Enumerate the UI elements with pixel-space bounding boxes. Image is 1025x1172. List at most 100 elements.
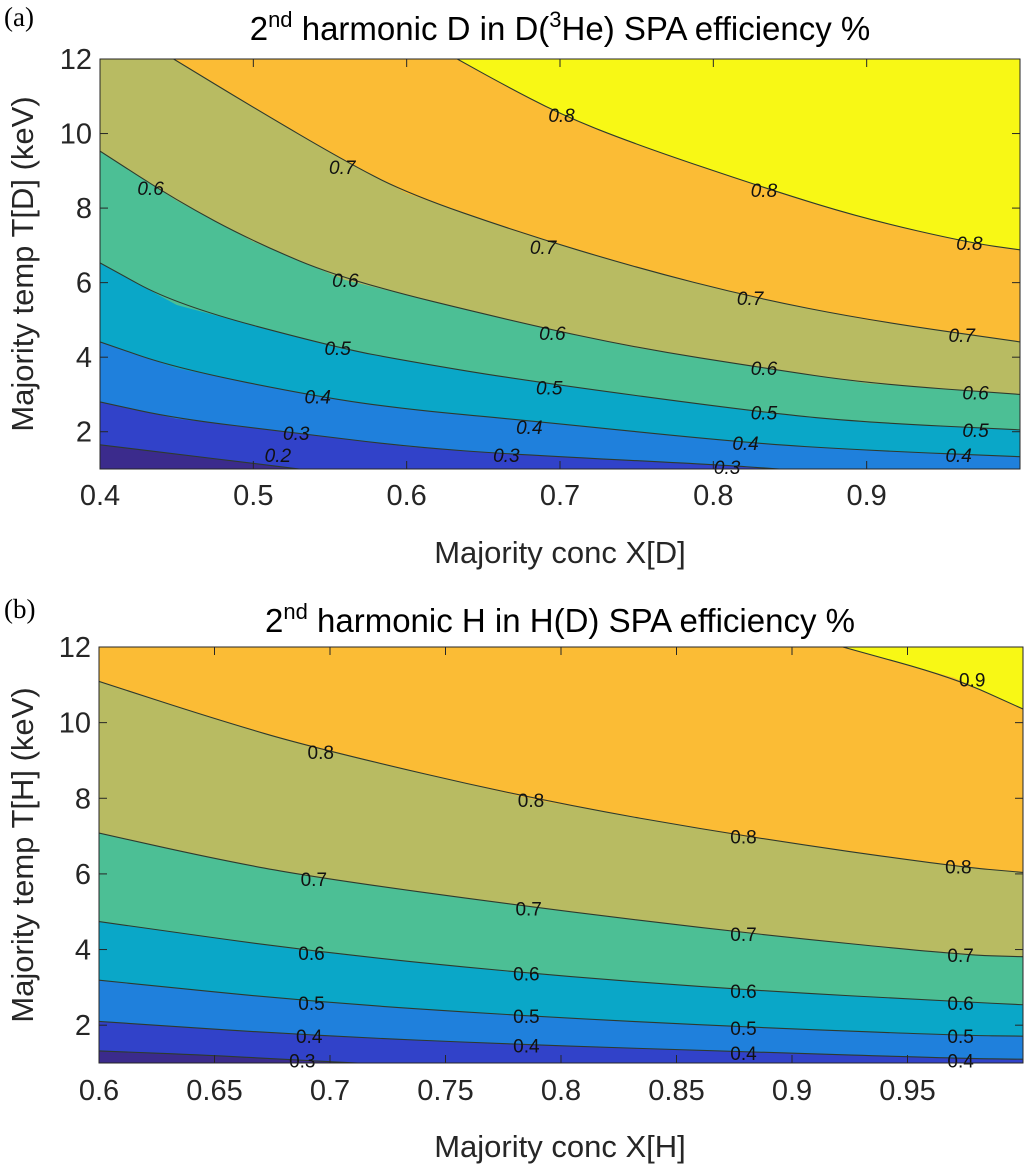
title-segment: He) SPA efficiency %: [562, 10, 871, 47]
contour-label: 0.7: [949, 326, 977, 347]
contour-band-0.9: [842, 647, 1023, 709]
contour-line-0.6: [100, 150, 1020, 396]
contour-line-0.7: [99, 832, 1023, 958]
contour-line-0.9: [842, 647, 1023, 710]
contour-label: 0.8: [945, 857, 971, 878]
contour-label: 0.7: [730, 925, 756, 946]
contour-label: 0.7: [301, 870, 327, 891]
contour-label: 0.7: [530, 238, 558, 259]
panel-a-letter: (a): [4, 2, 34, 32]
contour-label: 0.4: [732, 434, 758, 455]
contour-label: 0.3: [283, 424, 310, 445]
y-tick-label: 4: [76, 342, 92, 374]
x-tick-label: 0.7: [310, 1075, 350, 1107]
contour-line-0.4: [99, 1020, 1023, 1060]
panel-a-title: 2nd harmonic D in D(3He) SPA efficiency …: [250, 7, 871, 47]
contour-label: 0.7: [737, 289, 765, 310]
contour-line-0.5: [99, 979, 1023, 1037]
panel-b-letter: (b): [4, 594, 35, 624]
contour-label: 0.9: [959, 671, 985, 692]
x-tick-label: 0.9: [772, 1075, 812, 1107]
contour-line-0.3: [100, 401, 780, 469]
y-tick-label: 12: [60, 44, 92, 76]
contour-label: 0.5: [298, 994, 324, 1015]
panel-a-contour-plot: (a) 2nd harmonic D in D(3He) SPA efficie…: [4, 2, 1021, 570]
x-tick-label: 0.65: [186, 1075, 242, 1107]
contour-label: 0.8: [518, 791, 544, 812]
title-segment: harmonic H in H(D) SPA efficiency %: [308, 602, 855, 639]
contour-label: 0.5: [513, 1007, 539, 1028]
y-tick-label: 10: [59, 708, 91, 740]
x-tick-label: 0.75: [417, 1075, 473, 1107]
contour-label: 0.8: [308, 743, 334, 764]
contour-label: 0.7: [329, 158, 357, 179]
contour-label: 0.6: [751, 359, 778, 380]
contour-label: 0.5: [962, 421, 989, 442]
title-superscript: nd: [268, 7, 292, 32]
title-segment: 2: [250, 10, 268, 47]
y-tick-label: 2: [75, 1010, 91, 1042]
x-tick-label: 0.85: [648, 1075, 704, 1107]
y-tick-label: 10: [60, 119, 92, 151]
contour-label: 0.6: [332, 271, 359, 292]
plot-area: [99, 647, 1023, 1063]
contour-label: 0.6: [947, 994, 973, 1015]
panel-a-ylabel: Majority temp T[D] (keV): [5, 96, 40, 431]
contour-label: 0.8: [548, 106, 575, 127]
x-tick-label: 0.6: [79, 1075, 119, 1107]
contour-label: 0.2: [265, 446, 292, 467]
contour-band-0.8: [457, 59, 1020, 250]
title-segment: harmonic D in D(: [293, 10, 550, 47]
title-segment: 2: [265, 602, 283, 639]
contour-label: 0.4: [305, 388, 331, 409]
contour-line-0.3: [99, 1050, 358, 1063]
x-tick-label: 0.8: [541, 1075, 581, 1107]
contour-label: 0.6: [962, 384, 989, 405]
contour-label: 0.4: [296, 1027, 323, 1048]
x-tick-label: 0.5: [233, 480, 273, 512]
contour-label: 0.8: [956, 234, 983, 255]
x-tick-label: 0.95: [879, 1075, 935, 1107]
contour-line-0.7: [173, 59, 1020, 343]
panel-b-title: 2nd harmonic H in H(D) SPA efficiency %: [265, 599, 855, 639]
contour-label: 0.4: [513, 1037, 540, 1058]
x-tick-label: 0.7: [540, 480, 580, 512]
y-tick-label: 8: [75, 783, 91, 815]
contour-line-0.8: [456, 59, 1020, 251]
x-tick-label: 0.4: [80, 480, 120, 512]
contour-label: 0.8: [730, 827, 756, 848]
contour-label: 0.4: [945, 446, 971, 467]
x-tick-label: 0.9: [847, 480, 887, 512]
contour-label: 0.5: [536, 379, 563, 400]
y-tick-label: 2: [76, 417, 92, 449]
contour-label: 0.4: [947, 1051, 974, 1072]
contour-label: 0.5: [730, 1019, 756, 1040]
plot-area: [100, 59, 1020, 469]
title-superscript: nd: [283, 599, 307, 624]
panel-b-ylabel: Majority temp T[H] (keV): [5, 687, 40, 1022]
contour-line-0.5: [100, 262, 1020, 431]
contour-band-0.8: [99, 647, 1023, 873]
contour-label: 0.5: [947, 1027, 973, 1048]
contour-label: 0.7: [515, 900, 541, 921]
contour-line-0.4: [100, 341, 1020, 458]
panel-a-xlabel: Majority conc X[D]: [434, 535, 686, 570]
y-tick-label: 6: [75, 859, 91, 891]
contour-label: 0.6: [137, 179, 164, 200]
y-tick-label: 12: [59, 632, 91, 664]
y-tick-label: 4: [75, 935, 91, 967]
contour-label: 0.6: [513, 964, 539, 985]
x-tick-label: 0.6: [387, 480, 427, 512]
contour-label: 0.6: [539, 324, 566, 345]
contour-label: 0.4: [516, 418, 542, 439]
contour-line-0.6: [99, 921, 1023, 1006]
contour-line-0.8: [99, 680, 1023, 873]
contour-label: 0.3: [289, 1051, 315, 1072]
x-tick-label: 0.8: [693, 480, 733, 512]
contour-label: 0.5: [751, 404, 778, 425]
contour-label: 0.4: [730, 1044, 757, 1065]
contour-label: 0.5: [324, 339, 351, 360]
panel-b-xlabel: Majority conc X[H]: [434, 1129, 686, 1164]
title-superscript: 3: [549, 7, 561, 32]
